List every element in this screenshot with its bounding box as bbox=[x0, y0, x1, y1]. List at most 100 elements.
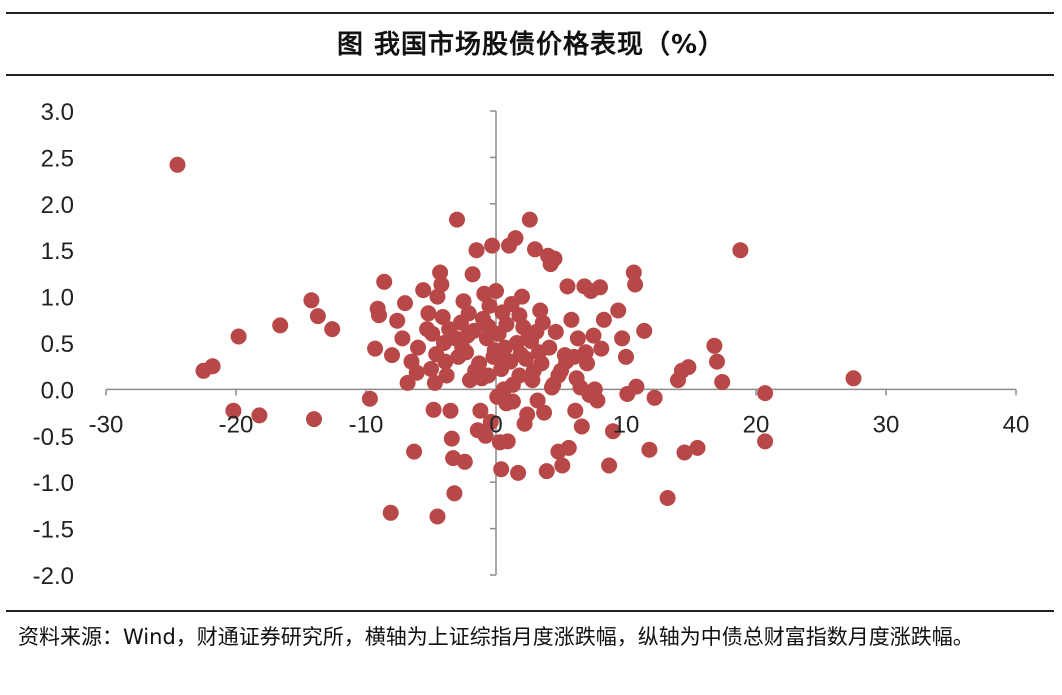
data-point-157 bbox=[525, 362, 542, 379]
data-point-4 bbox=[230, 328, 247, 345]
data-point-6 bbox=[272, 317, 289, 334]
data-point-130 bbox=[610, 302, 627, 319]
data-point-162 bbox=[437, 353, 454, 370]
data-point-127 bbox=[595, 311, 612, 328]
data-point-90 bbox=[521, 211, 538, 228]
data-point-85 bbox=[514, 288, 530, 305]
data-point-56 bbox=[472, 402, 489, 419]
data-point-21 bbox=[399, 374, 416, 391]
data-point-43 bbox=[446, 485, 463, 502]
data-point-42 bbox=[449, 211, 465, 228]
data-point-105 bbox=[547, 323, 564, 340]
data-point-139 bbox=[646, 389, 663, 406]
data-point-138 bbox=[641, 441, 658, 458]
y-tick-label-5: 0.5 bbox=[41, 331, 74, 358]
data-point-0 bbox=[169, 156, 186, 173]
x-tick-label-6: 30 bbox=[873, 411, 900, 438]
data-point-166 bbox=[504, 376, 521, 393]
source-note: 资料来源：Wind，财通证券研究所，横轴为上证综指月度涨跌幅，纵轴为中债总财富指… bbox=[18, 625, 974, 649]
data-point-96 bbox=[532, 302, 549, 319]
data-point-53 bbox=[468, 242, 485, 259]
data-point-9 bbox=[306, 411, 322, 428]
data-point-110 bbox=[559, 278, 576, 295]
data-point-177 bbox=[577, 344, 594, 361]
data-point-147 bbox=[709, 353, 725, 370]
data-point-51 bbox=[464, 266, 481, 283]
data-point-15 bbox=[376, 273, 393, 290]
data-point-23 bbox=[406, 443, 423, 460]
x-tick-label-7: 40 bbox=[1003, 411, 1030, 438]
y-tick-labels: 3.0 2.5 2.0 1.5 1.0 0.5 0.0 -0.5 -1.0 -1.5 -2.0 bbox=[33, 99, 74, 590]
data-point-171 bbox=[550, 367, 567, 384]
data-point-76 bbox=[493, 461, 510, 478]
source-rule bbox=[6, 610, 1054, 612]
data-point-24 bbox=[410, 339, 426, 356]
data-point-32 bbox=[429, 288, 446, 305]
x-tick-label-1: -20 bbox=[219, 411, 254, 438]
data-point-156 bbox=[512, 346, 529, 363]
data-point-164 bbox=[408, 364, 425, 381]
data-point-39 bbox=[442, 402, 459, 419]
y-tick-label-4: 1.0 bbox=[41, 285, 74, 312]
y-tick-label-7: -0.5 bbox=[33, 424, 74, 451]
data-point-98 bbox=[536, 404, 553, 421]
data-point-152 bbox=[845, 370, 862, 387]
data-point-132 bbox=[618, 348, 634, 365]
chart-title: 图 我国市场股债价格表现（%） bbox=[336, 30, 726, 60]
data-point-160 bbox=[558, 353, 575, 370]
data-point-17 bbox=[382, 504, 399, 521]
data-point-12 bbox=[367, 340, 384, 357]
data-point-150 bbox=[757, 385, 774, 402]
data-point-75 bbox=[499, 433, 516, 450]
data-point-37 bbox=[438, 367, 455, 384]
data-point-176 bbox=[447, 330, 464, 347]
data-point-151 bbox=[757, 433, 774, 450]
data-point-136 bbox=[628, 378, 645, 395]
data-point-62 bbox=[481, 297, 498, 314]
data-point-163 bbox=[419, 321, 436, 338]
data-point-167 bbox=[520, 325, 537, 342]
data-point-165 bbox=[486, 342, 503, 359]
data-point-95 bbox=[529, 392, 546, 409]
data-point-18 bbox=[389, 312, 406, 329]
top-rule bbox=[6, 12, 1054, 14]
data-point-16 bbox=[384, 347, 400, 364]
data-point-161 bbox=[568, 370, 585, 387]
data-point-19 bbox=[394, 330, 411, 347]
data-point-137 bbox=[636, 322, 653, 339]
data-point-11 bbox=[361, 390, 378, 407]
data-point-131 bbox=[614, 330, 631, 347]
x-tick-label-2: -10 bbox=[349, 411, 384, 438]
data-point-117 bbox=[573, 418, 590, 435]
data-point-144 bbox=[680, 359, 697, 376]
title-rule bbox=[6, 74, 1054, 76]
data-point-47 bbox=[456, 453, 473, 470]
data-point-63 bbox=[482, 413, 499, 430]
x-tick-labels: -30 -20 -10 0 10 20 30 40 bbox=[89, 411, 1030, 438]
data-point-64 bbox=[484, 237, 501, 254]
data-point-33 bbox=[432, 264, 449, 281]
data-point-135 bbox=[627, 276, 644, 293]
data-point-2 bbox=[204, 358, 221, 375]
x-tick-label-3: 0 bbox=[489, 411, 502, 438]
data-point-34 bbox=[433, 276, 450, 293]
data-point-49 bbox=[460, 305, 477, 322]
data-point-126 bbox=[593, 340, 610, 357]
y-tick-label-10: -2.0 bbox=[33, 563, 74, 590]
data-point-81 bbox=[507, 230, 524, 247]
data-point-158 bbox=[534, 314, 551, 331]
data-point-80 bbox=[504, 393, 521, 410]
data-point-25 bbox=[415, 282, 432, 299]
chart-points bbox=[169, 156, 862, 525]
data-point-89 bbox=[519, 406, 536, 423]
data-point-93 bbox=[527, 241, 543, 258]
data-point-146 bbox=[706, 337, 723, 354]
data-point-35 bbox=[429, 508, 446, 525]
data-point-173 bbox=[480, 318, 497, 335]
data-point-30 bbox=[425, 401, 442, 418]
data-point-174 bbox=[511, 307, 528, 324]
data-point-125 bbox=[592, 279, 608, 296]
data-point-99 bbox=[538, 463, 555, 480]
data-point-14 bbox=[369, 300, 386, 317]
data-point-170 bbox=[530, 344, 547, 361]
